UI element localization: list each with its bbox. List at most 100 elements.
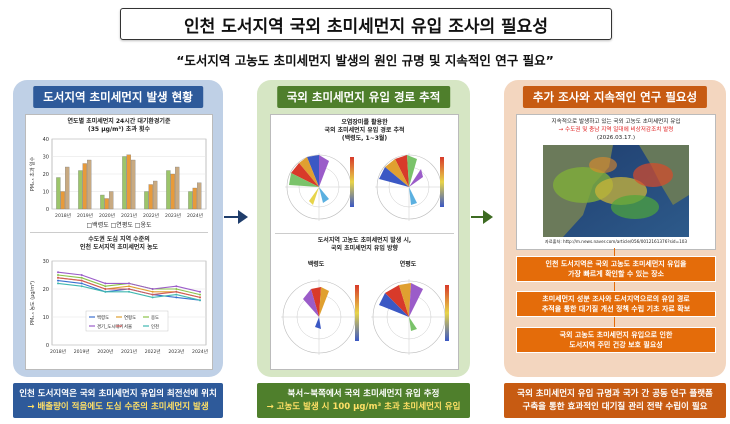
chart2-point <box>57 274 59 276</box>
chart2-x-tick: 2023년 <box>168 348 184 355</box>
rose-label-baengnyeong: 백령도 <box>307 261 325 268</box>
chart2-legend-label: 옹도 <box>151 315 159 321</box>
page-subtitle: “도서지역 고농도 초미세먼지 발생의 원인 규명 및 지속적인 연구 필요” <box>176 53 554 68</box>
chart1-bar <box>188 191 193 210</box>
chart2-x-tick: 2021년 <box>121 348 137 355</box>
chart1-title-line1: 연도별 초미세먼지 24시간 대기환경기준 <box>67 118 171 125</box>
pollution-rose-high-right <box>371 279 449 355</box>
chart2-point <box>151 293 154 296</box>
chart1-x-tick: 2021년 <box>121 212 137 219</box>
pollution-rose-high-left <box>281 279 359 355</box>
rose1-title-line2: 국외 초미세먼지 유입 경로 추적 <box>324 127 405 134</box>
chart2-x-tick: 2024년 <box>192 348 208 355</box>
conclusion-1-line2: → 배출량이 적음에도 도심 수준의 초미세먼지 발생 <box>27 401 209 412</box>
conclusion-bar-1: 인천 도서지역은 국외 초미세먼지 유입의 최전선에 위치 → 배출량이 적음에… <box>13 383 223 418</box>
rose2-title-line1: 도서지역 고농도 초미세먼지 발생 시, <box>317 237 412 244</box>
chart1-title-line2: (35 μg/m³) 초과 횟수 <box>88 126 150 133</box>
chart2-x-tick: 2022년 <box>145 348 161 355</box>
panel-research: 추가 조사와 지속적인 연구 필요성 지속적으로 발생하고 있는 국외 고농도 … <box>504 80 726 377</box>
chart2-point <box>80 279 83 282</box>
chart1-bar <box>78 170 83 210</box>
panel-research-heading: 추가 조사와 지속적인 연구 필요성 <box>522 86 708 108</box>
panel-path: 국외 초미세먼지 유입 경로 추적 오염장미를 활용한 국외 초미세먼지 유입 … <box>257 80 470 377</box>
news-line2: → 수도권 및 충남 지역 일대에 비상저감조치 발령 <box>558 127 674 133</box>
status-figure: 연도별 초미세먼지 24시간 대기환경기준 (35 μg/m³) 초과 횟수 0… <box>25 114 213 370</box>
flow-arrow-1 <box>224 216 240 218</box>
chart1-bar <box>104 198 109 210</box>
chart2-point <box>199 293 201 296</box>
conclusion-2-line2: → 고농도 발생 시 100 μg/m³ 초과 초미세먼지 유입 <box>266 401 461 412</box>
chart1-bar <box>153 180 158 210</box>
flow-arrow-2-head <box>483 210 493 224</box>
reason-box-1: 인천 도서지역은 국외 고농도 초미세먼지 유입을 가장 빠르게 확인할 수 있… <box>516 256 716 282</box>
chart2-point <box>128 282 130 285</box>
reason-box-1-line1: 인천 도서지역은 국외 고농도 초미세먼지 유입을 <box>545 260 687 268</box>
chart2-point <box>175 293 178 296</box>
chart2-y-tick: 0 <box>46 343 49 349</box>
chart2-point <box>104 285 107 288</box>
chart1-bar <box>56 177 61 210</box>
pollution-rose-left <box>285 153 354 221</box>
image-source: 자료출처: http://m.news.naver.com/article/05… <box>544 239 688 244</box>
chart1-x-tick: 2023년 <box>165 212 181 219</box>
chart2-point <box>80 282 83 285</box>
chart1-bar <box>65 166 70 210</box>
panel-status-heading: 도서지역 초미세먼지 발생 현황 <box>33 86 203 108</box>
chart1-bar <box>144 191 149 210</box>
chart2-point <box>80 274 83 276</box>
reason-box-2: 초미세먼지 성분 조사와 도서지역으로의 유입 경로 추적을 통한 대기질 개선… <box>516 291 716 317</box>
chart1-bar <box>166 170 171 210</box>
conclusion-bar-2: 북서~북쪽에서 국외 초미세먼지 유입 추정 → 고농도 발생 시 100 μg… <box>257 383 470 418</box>
chart1-legend: □백령도 □연평도 □옹도 <box>86 222 152 229</box>
news-figure: 지속적으로 발생하고 있는 국외 고농도 초미세먼지 유입 → 수도권 및 충남… <box>516 114 716 250</box>
conclusion-3-line1: 국외 초미세먼지 유입 규명과 국가 간 공동 연구 플랫폼 <box>517 388 713 399</box>
chart2-y-tick: 10 <box>43 315 49 321</box>
chart1-bar <box>170 173 175 210</box>
chart1-bar <box>82 163 87 210</box>
chart1-y-tick: 30 <box>43 155 49 161</box>
chart1-bar <box>122 156 127 210</box>
chart2-point <box>57 282 59 285</box>
conclusion-3-line2: 구축을 통한 효과적인 대기질 관리 전략 수립이 필요 <box>522 401 708 412</box>
chart1-bar <box>148 184 153 210</box>
reason-box-1-line2: 가장 빠르게 확인할 수 있는 장소 <box>568 270 664 278</box>
chart2-point <box>128 290 130 293</box>
news-date: (2026.03.17.) <box>596 135 636 141</box>
chart2-x-tick: 2019년 <box>74 348 90 355</box>
concentration-line-chart: 0 10 20 30 2018년 2019년 2020년 2021년 2022년 2023년 202… <box>30 259 208 355</box>
reason-box-3-line1: 국외 고농도 초미세먼지 유입으로 인한 <box>559 331 673 339</box>
chart2-point <box>57 279 59 282</box>
chart2-legend-label: 인천 <box>151 323 159 330</box>
conclusion-2-line1: 북서~북쪽에서 국외 초미세먼지 유입 추정 <box>287 388 440 399</box>
chart2-point <box>104 288 107 290</box>
chart1-y-tick: 20 <box>43 172 49 178</box>
chart1-bar <box>87 159 92 210</box>
chart2-point <box>151 296 154 299</box>
chart1-x-tick: 2019년 <box>77 212 93 219</box>
chart2-point <box>57 271 59 274</box>
chart2-legend-label: 백령도 <box>97 314 109 321</box>
chart2-plot-area <box>51 260 207 346</box>
chart2-y-label: PM₂.₅ 농도 (μg/m³) <box>30 281 36 325</box>
satellite-map-image <box>543 145 689 237</box>
reason-box-2-line1: 초미세먼지 성분 조사와 도서지역으로의 유입 경로 <box>542 295 690 303</box>
reason-box-3-line2: 도서지역 주민 건강 보호 필요성 <box>569 341 663 349</box>
chart2-point <box>199 290 201 293</box>
page-title: 인천 도서지역 국외 초미세먼지 유입 조사의 필요성 <box>120 8 612 40</box>
chart2-point <box>175 288 178 290</box>
chart2-point <box>199 299 201 302</box>
chart1-x-tick: 2024년 <box>187 212 203 219</box>
reason-box-3: 국외 고농도 초미세먼지 유입으로 인한 도서지역 주민 건강 보호 필요성 <box>516 327 716 353</box>
chart2-point <box>80 285 83 288</box>
chart2-point <box>104 282 107 285</box>
flow-arrow-1-head <box>238 210 248 224</box>
rose1-title-line1: 오염장미를 활용한 <box>341 119 388 126</box>
chart1-bar <box>197 182 202 210</box>
chart1-y-tick: 0 <box>46 207 49 213</box>
chart2-point <box>151 288 154 290</box>
path-figure: 오염장미를 활용한 국외 초미세먼지 유입 경로 추적 (백령도, 1~3월) <box>270 114 459 370</box>
chart2-y-tick: 20 <box>43 287 49 293</box>
chart2-point <box>175 290 178 293</box>
chart2-x-tick: 2018년 <box>50 348 66 355</box>
chart2-legend-label: 서울 <box>124 323 132 330</box>
